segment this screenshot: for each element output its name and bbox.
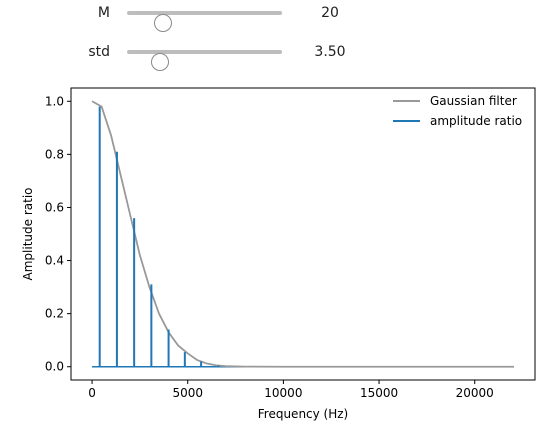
- legend-label: Gaussian filter: [430, 94, 517, 108]
- y-tick-label: 0.2: [45, 307, 64, 321]
- y-tick-label: 0.8: [45, 147, 64, 161]
- m-slider-track[interactable]: [127, 11, 282, 32]
- std-value: 3.50: [314, 44, 346, 60]
- plot-frame: [70, 87, 536, 381]
- m-slider-row: M 20: [0, 0, 554, 32]
- m-label: M: [97, 5, 110, 21]
- x-tick-label: 15000: [360, 386, 398, 400]
- x-tick-label: 20000: [456, 386, 494, 400]
- x-tick-label: 10000: [264, 386, 302, 400]
- y-tick-label: 0.4: [45, 254, 64, 268]
- y-tick-label: 1.0: [45, 94, 64, 108]
- legend-label: amplitude ratio: [430, 114, 522, 128]
- m-slider-handle[interactable]: [154, 14, 173, 32]
- y-tick-label: 0.0: [45, 360, 64, 374]
- std-slider-row: std 3.50: [0, 39, 554, 71]
- x-tick-label: 5000: [172, 386, 203, 400]
- std-label: std: [88, 44, 110, 60]
- y-tick-label: 0.6: [45, 200, 64, 214]
- std-slider-handle[interactable]: [150, 53, 169, 71]
- gaussian-filter-line: [91, 100, 514, 368]
- y-axis-label: Amplitude ratio: [21, 188, 35, 281]
- std-slider-track[interactable]: [127, 50, 282, 71]
- m-value: 20: [321, 5, 339, 21]
- x-tick-label: 0: [88, 386, 96, 400]
- x-axis-label: Frequency (Hz): [258, 407, 349, 421]
